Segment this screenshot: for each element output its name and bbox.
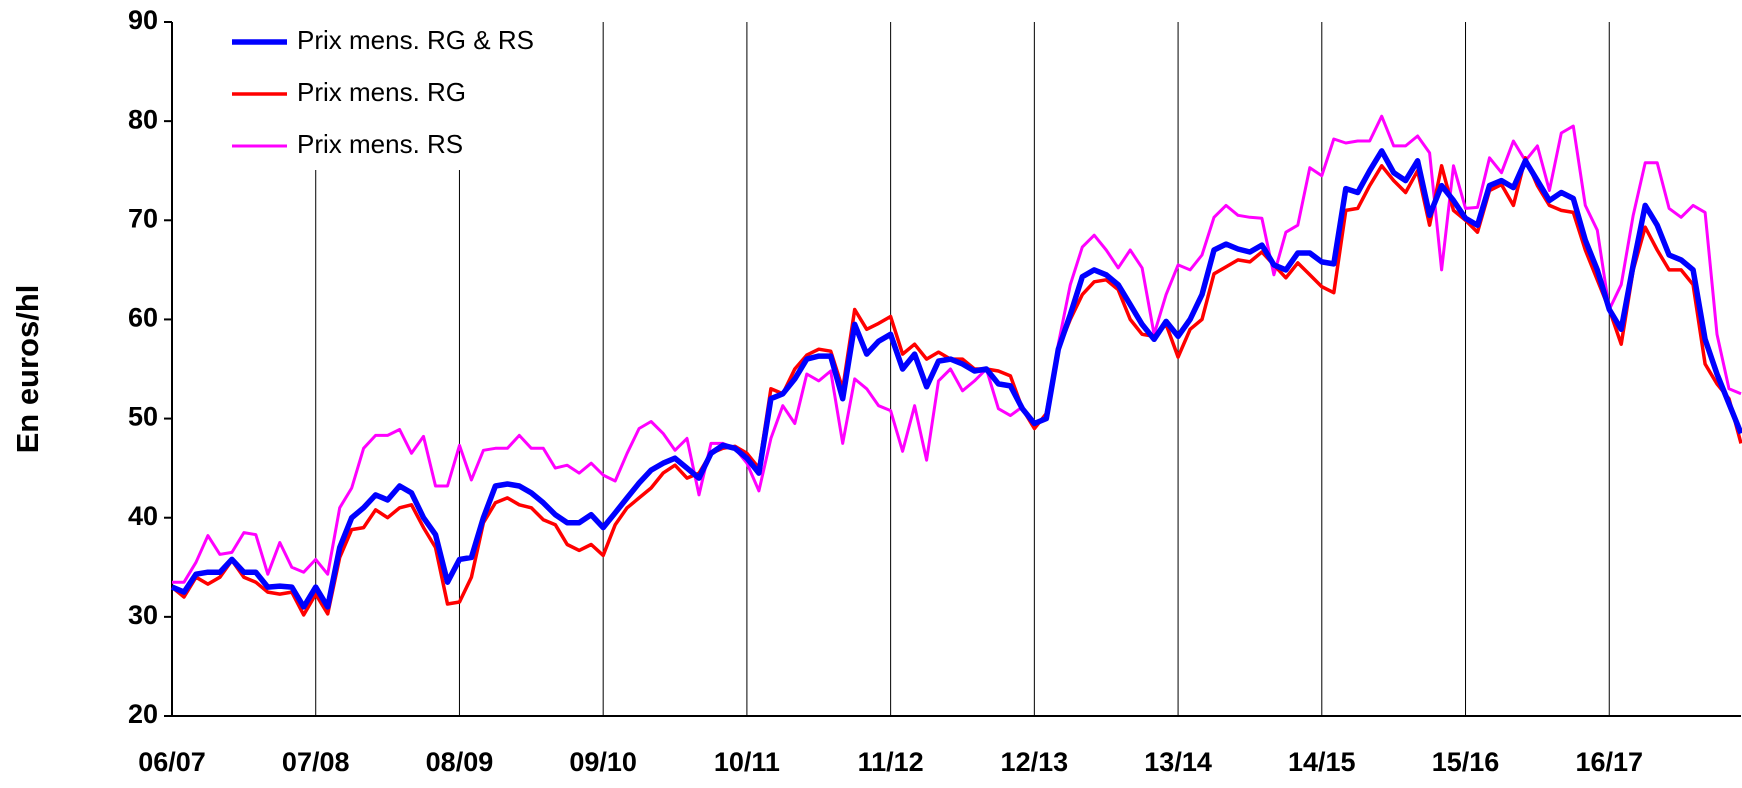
series-line <box>170 156 1742 617</box>
x-tick-label: 10/11 <box>714 747 780 777</box>
x-tick-label: 09/10 <box>569 747 637 777</box>
y-tick-label: 50 <box>128 402 158 432</box>
x-tick-label: 07/08 <box>282 747 350 777</box>
series-line <box>172 114 1742 584</box>
legend-label: Prix mens. RG <box>297 77 466 107</box>
legend-label: Prix mens. RG & RS <box>297 25 534 55</box>
y-axis-label: En euros/hl <box>10 285 45 454</box>
x-tick-label: 16/17 <box>1575 747 1643 777</box>
x-tick-label: 13/14 <box>1144 747 1212 777</box>
y-tick-label: 40 <box>128 501 158 531</box>
x-tick-label: 06/07 <box>138 747 206 777</box>
y-tick-label: 60 <box>128 303 158 333</box>
legend-label: Prix mens. RS <box>297 129 463 159</box>
y-tick-label: 90 <box>128 5 158 35</box>
y-tick-label: 70 <box>128 203 158 233</box>
series-line <box>170 148 1742 610</box>
y-tick-label: 30 <box>128 600 158 630</box>
y-tick-label: 80 <box>128 104 158 134</box>
x-tick-label: 11/12 <box>858 747 924 777</box>
y-tick-label: 20 <box>128 699 158 729</box>
x-tick-label: 08/09 <box>426 747 494 777</box>
x-tick-label: 15/16 <box>1432 747 1500 777</box>
x-tick-label: 14/15 <box>1288 747 1356 777</box>
x-tick-label: 12/13 <box>1001 747 1069 777</box>
